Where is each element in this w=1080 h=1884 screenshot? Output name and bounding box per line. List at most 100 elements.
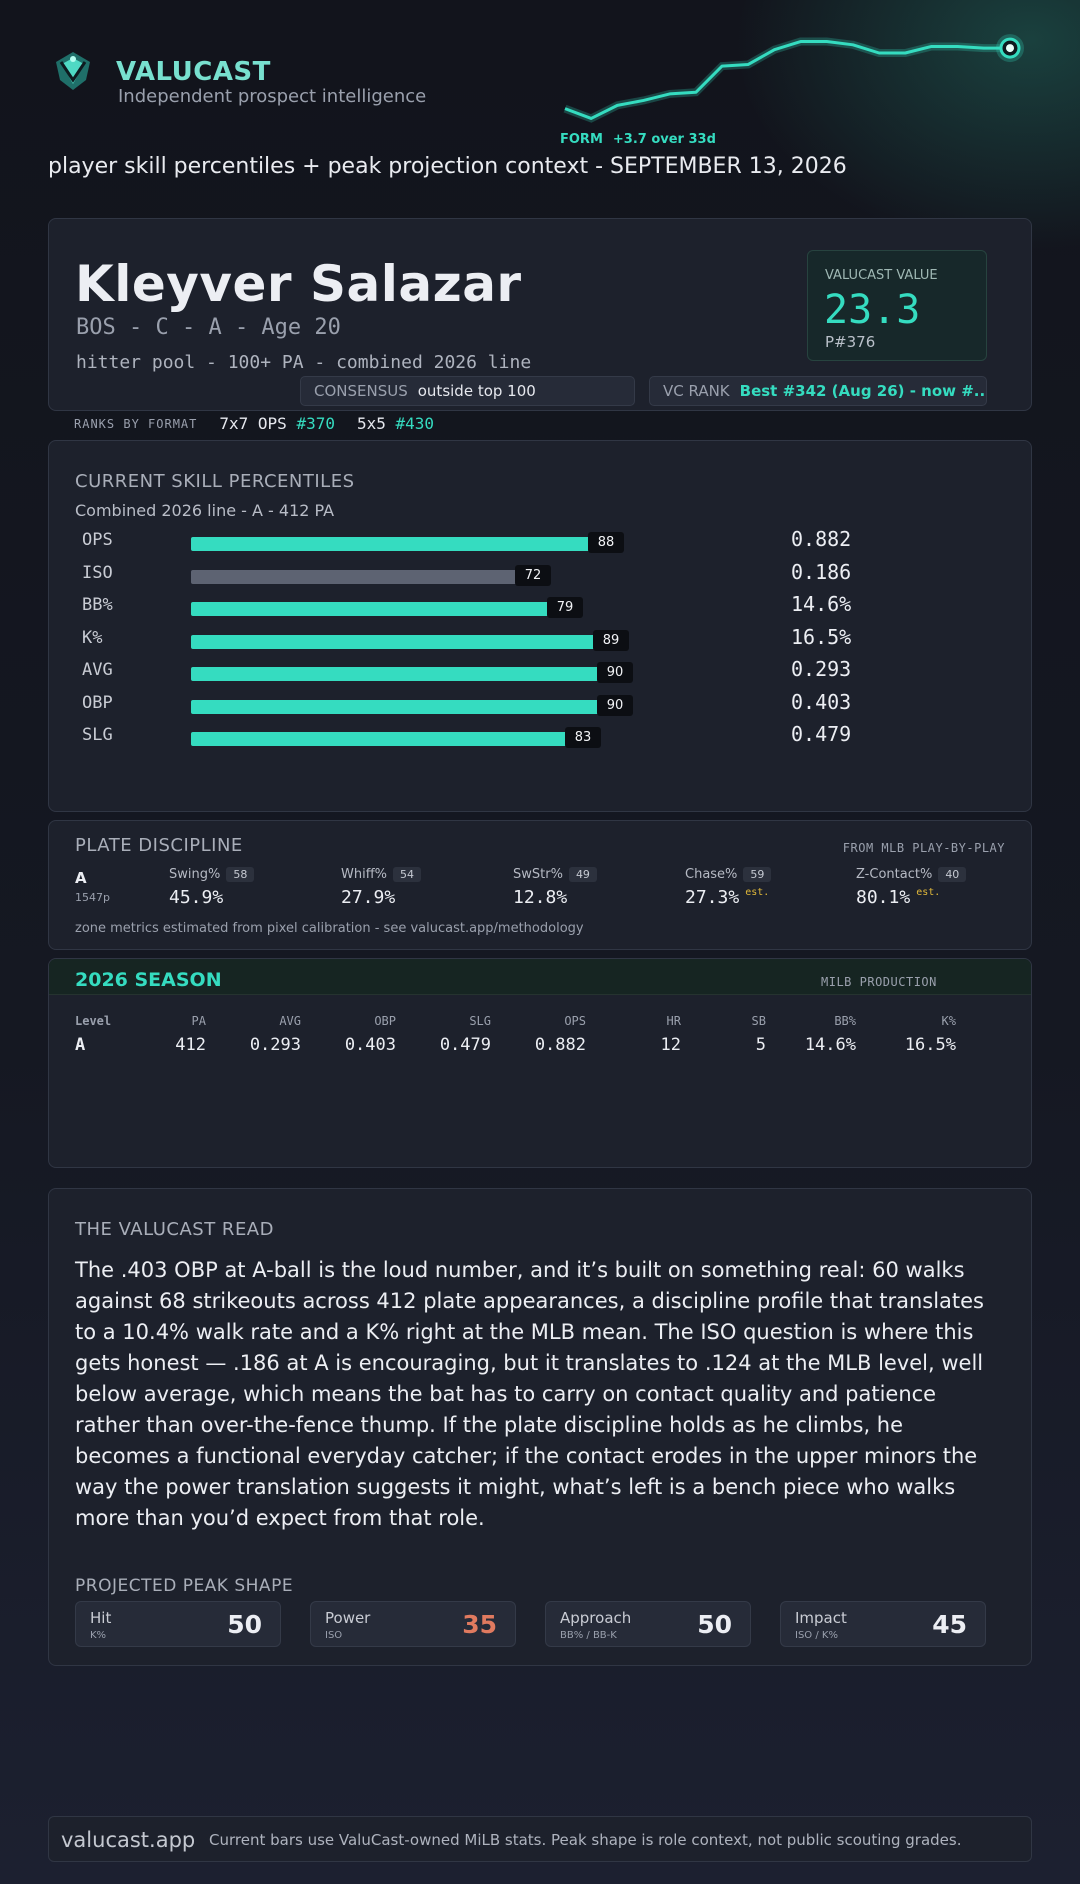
plate-metric: Z-Contact% 40 80.1% est.	[856, 863, 967, 908]
metric-value: 27.9%	[341, 887, 396, 908]
metric-name: Z-Contact%	[856, 867, 933, 882]
peak-value: 35	[462, 1610, 497, 1639]
season-cell: 0.479	[439, 1035, 491, 1055]
skill-label: OPS	[82, 530, 113, 550]
season-card: 2026 SEASON MILB PRODUCTION Level PA AVG OB…	[48, 958, 1032, 1168]
form-sparkline	[563, 34, 1024, 123]
skill-row: OPS 88 0.882	[49, 527, 1033, 555]
footer-note: Current bars use ValuCast-owned MiLB sta…	[209, 1831, 962, 1849]
season-cell: 12	[660, 1035, 681, 1055]
season-col-header: OBP	[374, 1014, 396, 1028]
skill-percentile-badge: 89	[593, 629, 629, 651]
peak-label: Impact	[795, 1609, 847, 1627]
skill-value: 0.186	[791, 559, 852, 584]
skill-bar	[191, 634, 599, 649]
skill-bar	[191, 699, 603, 714]
peak-value: 45	[932, 1610, 967, 1639]
season-cell: 5	[755, 1035, 766, 1055]
skill-label: BB%	[82, 595, 113, 615]
skill-row: OBP 90 0.403	[49, 690, 1033, 718]
vc-rank-label: VC RANK	[663, 382, 730, 400]
valucast-value-box: VALUCAST VALUE 23.3 P#376	[807, 250, 987, 361]
season-col-header: AVG	[279, 1014, 301, 1028]
skill-bar	[191, 569, 521, 584]
peak-value: 50	[697, 1610, 732, 1639]
skill-label: ISO	[82, 562, 113, 583]
metric-percentile: 40	[938, 867, 967, 882]
metric-value: 27.3%	[685, 887, 740, 908]
plate-metric: Whiff% 54 27.9%	[341, 863, 422, 908]
value-number: 23.3	[824, 287, 921, 333]
metric-percentile: 58	[226, 867, 255, 882]
skill-percentile-badge: 72	[515, 564, 551, 586]
read-title: THE VALUCAST READ	[75, 1219, 274, 1240]
season-cell: 14.6%	[804, 1035, 856, 1055]
peak-box-impact: Impact ISO / K% 45	[780, 1601, 986, 1647]
skill-row: AVG 90 0.293	[49, 657, 1033, 685]
peak-sublabel: ISO	[325, 1630, 343, 1641]
skill-value: 0.403	[791, 689, 852, 714]
season-title: 2026 SEASON	[75, 969, 222, 991]
skills-title: CURRENT SKILL PERCENTILES	[75, 471, 355, 492]
skill-value: 14.6%	[791, 592, 852, 616]
vc-rank-pill[interactable]: VC RANK Best #342 (Aug 26) - now #...	[649, 376, 987, 406]
season-cell: 16.5%	[904, 1035, 956, 1055]
form-change: +3.7 over 33d	[612, 132, 716, 147]
skill-row: SLG 83 0.479	[49, 722, 1033, 750]
metric-name: Whiff%	[341, 867, 388, 882]
consensus-pill: CONSENSUS outside top 100	[300, 376, 635, 406]
skill-row: BB% 79 14.6%	[49, 592, 1033, 620]
peak-box-approach: Approach BB% / BB-K 50	[545, 1601, 751, 1647]
plate-source: FROM MLB PLAY-BY-PLAY	[842, 841, 1005, 855]
skill-percentile-badge: 90	[597, 662, 633, 683]
peak-title: PROJECTED PEAK SHAPE	[75, 1576, 294, 1596]
skill-percentile-badge: 90	[597, 694, 633, 716]
skill-value: 0.293	[791, 657, 852, 681]
skill-bar	[191, 602, 553, 616]
plate-metric: SwStr% 49 12.8%	[513, 863, 597, 908]
skill-value: 0.479	[791, 722, 852, 746]
metric-value: 80.1%	[856, 887, 911, 908]
metric-percentile: 54	[393, 867, 422, 882]
consensus-value: outside top 100	[417, 382, 536, 400]
plate-level: A	[75, 869, 87, 887]
format-rank-0: 7x7 OPS #370	[219, 414, 335, 433]
metric-value: 12.8%	[513, 887, 568, 908]
skill-row: K% 89 16.5%	[49, 625, 1033, 653]
estimate-tag: est.	[916, 887, 941, 898]
skill-row: ISO 72 0.186	[49, 560, 1033, 588]
peak-box-power: Power ISO 35	[310, 1601, 516, 1647]
valucast-read-card: THE VALUCAST READ The .403 OBP at A-ball…	[48, 1188, 1032, 1666]
estimate-tag: est.	[745, 887, 770, 898]
player-pool: hitter pool - 100+ PA - combined 2026 li…	[76, 352, 532, 373]
skill-percentiles-card: CURRENT SKILL PERCENTILES Combined 2026 …	[48, 440, 1032, 812]
plate-discipline-card: PLATE DISCIPLINE FROM MLB PLAY-BY-PLAY A…	[48, 820, 1032, 950]
player-name: Kleyver Salazar	[75, 255, 522, 313]
skill-label: SLG	[82, 725, 113, 745]
season-col-header: K%	[941, 1014, 956, 1028]
value-label: VALUCAST VALUE	[825, 268, 938, 283]
metric-value: 45.9%	[169, 887, 224, 908]
consensus-label: CONSENSUS	[314, 382, 408, 400]
season-cell: 0.882	[534, 1035, 586, 1055]
player-line: BOS - C - A - Age 20	[76, 315, 341, 340]
footer-site-link[interactable]: valucast.app	[61, 1828, 196, 1852]
sparkline-line	[564, 40, 1010, 120]
peak-label: Power	[325, 1609, 371, 1627]
skill-percentile-badge: 88	[588, 532, 624, 553]
season-row: A 412 0.293 0.403 0.479 0.882 12 5 14.6% 16.5%	[75, 1031, 956, 1059]
metric-name: SwStr%	[513, 867, 563, 882]
peak-label: Approach	[560, 1609, 632, 1627]
footer: valucast.app Current bars use ValuCast-o…	[48, 1816, 1032, 1862]
season-header: 2026 SEASON MILB PRODUCTION	[49, 959, 1031, 995]
page-subtitle: player skill percentiles + peak projecti…	[48, 154, 847, 179]
metric-name: Chase%	[685, 867, 738, 882]
plate-metric: Chase% 59 27.3% est.	[685, 863, 772, 908]
skill-bar	[191, 667, 603, 681]
season-cell: 412	[175, 1035, 206, 1055]
plate-title: PLATE DISCIPLINE	[75, 835, 243, 856]
season-table: Level PA AVG OBP SLG OPS HR SB BB% K% A 412 0.293 0.4…	[75, 1011, 956, 1059]
ranks-by-format: RANKS BY FORMAT 7x7 OPS #370 5x5 #430	[74, 414, 434, 433]
metric-percentile: 59	[743, 867, 772, 882]
player-card: Kleyver Salazar BOS - C - A - Age 20 hit…	[48, 218, 1032, 411]
